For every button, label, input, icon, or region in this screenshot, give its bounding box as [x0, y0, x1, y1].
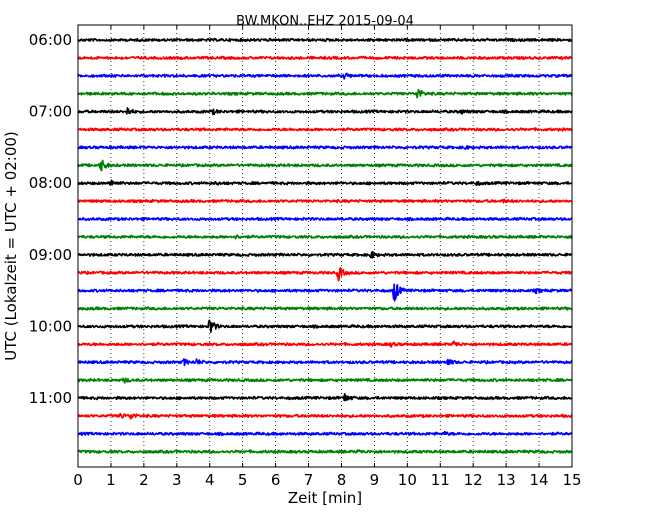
x-tick-label: 15: [562, 471, 581, 489]
trace-line-0845: [77, 234, 573, 240]
trace-line-0830: [77, 216, 573, 222]
x-tick-label: 4: [205, 471, 215, 489]
trace-line-1145: [77, 449, 573, 454]
trace-line-0945: [77, 306, 573, 311]
trace-line-1130: [77, 430, 573, 437]
trace-line-1100: [77, 393, 573, 402]
x-tick-label: 12: [464, 471, 483, 489]
trace-line-1030: [77, 358, 573, 367]
x-tick-label: 11: [431, 471, 450, 489]
trace-line-0600: [77, 37, 573, 43]
x-axis-label: Zeit [min]: [288, 489, 362, 507]
chart-title: BW.MKON..EHZ 2015-09-04: [236, 14, 414, 29]
x-tick-label: 8: [337, 471, 347, 489]
x-tick-label: 5: [238, 471, 248, 489]
trace-line-0700: [77, 107, 573, 116]
y-tick-label: 07:00: [29, 103, 72, 121]
x-tick-label: 14: [530, 471, 549, 489]
x-tick-label: 6: [271, 471, 281, 489]
trace-line-0800: [77, 179, 573, 187]
trace-line-0900: [77, 250, 573, 259]
trace-line-1000: [77, 319, 573, 333]
trace-line-0630: [77, 72, 573, 80]
trace-line-0930: [77, 283, 573, 302]
grid-lines: [110, 25, 540, 467]
trace-line-0730: [77, 145, 573, 150]
y-tick-label: 09:00: [29, 246, 72, 264]
x-tick-label: 0: [73, 471, 83, 489]
trace-line-1115: [77, 412, 573, 420]
x-tick-label: 13: [497, 471, 516, 489]
x-tick-label: 7: [304, 471, 314, 489]
y-axis-label: UTC (Lokalzeit = UTC + 02:00): [2, 131, 20, 361]
trace-line-0815: [77, 198, 573, 204]
trace-line-0745: [77, 159, 573, 172]
x-tick-label: 3: [172, 471, 182, 489]
y-axis-ticks: 06:00 07:00 08:00 09:00 10:00 11:00: [29, 31, 572, 407]
x-tick-label: 10: [398, 471, 417, 489]
trace-line-0615: [77, 55, 573, 61]
seismic-traces: [77, 37, 573, 454]
y-tick-label: 11:00: [29, 389, 72, 407]
x-tick-label: 1: [106, 471, 116, 489]
trace-line-0645: [77, 88, 573, 99]
trace-line-0915: [77, 267, 573, 282]
plot-frame: [77, 24, 573, 468]
x-axis-ticks: 0 1 2 3 4 5 6 7 8 9 10 11 12 13 14 15: [73, 25, 582, 489]
x-tick-label: 9: [370, 471, 380, 489]
y-tick-label: 06:00: [29, 31, 72, 49]
y-tick-label: 08:00: [29, 174, 72, 192]
trace-line-1015: [77, 340, 573, 348]
trace-line-1045: [77, 377, 573, 384]
x-tick-label: 2: [139, 471, 149, 489]
y-tick-label: 10:00: [29, 317, 72, 335]
trace-line-0715: [77, 127, 573, 132]
